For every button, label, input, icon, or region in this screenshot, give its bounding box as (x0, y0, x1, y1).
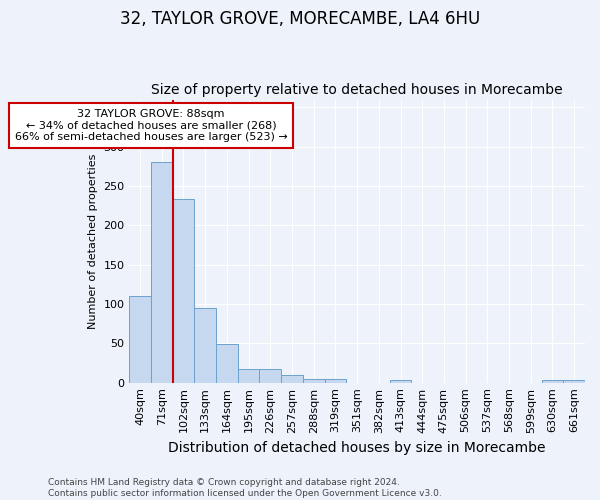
Bar (173, 198, 194, 382)
X-axis label: Distribution of detached houses by size in Morecambe: Distribution of detached houses by size … (169, 441, 546, 455)
Bar (563, 380, 585, 382)
Bar (389, 380, 412, 382)
Bar (151, 162, 173, 382)
Y-axis label: Number of detached properties: Number of detached properties (88, 154, 98, 329)
Bar (194, 308, 216, 382)
Bar (542, 380, 563, 382)
Bar (238, 368, 259, 382)
Text: 32, TAYLOR GROVE, MORECAMBE, LA4 6HU: 32, TAYLOR GROVE, MORECAMBE, LA4 6HU (120, 10, 480, 28)
Bar (281, 375, 303, 382)
Title: Size of property relative to detached houses in Morecambe: Size of property relative to detached ho… (151, 83, 563, 97)
Bar (303, 378, 325, 382)
Bar (259, 370, 281, 382)
Text: 32 TAYLOR GROVE: 88sqm
← 34% of detached houses are smaller (268)
66% of semi-de: 32 TAYLOR GROVE: 88sqm ← 34% of detached… (14, 109, 287, 142)
Bar (216, 344, 238, 383)
Text: Contains HM Land Registry data © Crown copyright and database right 2024.
Contai: Contains HM Land Registry data © Crown c… (48, 478, 442, 498)
Bar (325, 378, 346, 382)
Bar (129, 296, 151, 382)
